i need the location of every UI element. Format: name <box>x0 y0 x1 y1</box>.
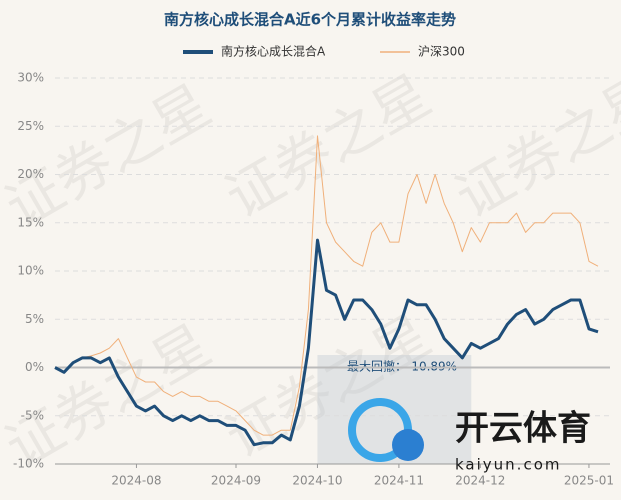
y-tick-label: -5% <box>21 408 44 422</box>
logo-url: kaiyun.com <box>455 456 561 474</box>
logo-text: 开云体育 <box>455 409 591 449</box>
x-tick-label: 2024-08 <box>111 474 161 488</box>
series-line <box>54 135 599 436</box>
x-tick-label: 2024-11 <box>374 474 424 488</box>
legend-label: 沪深300 <box>418 45 465 59</box>
y-tick-label: -10% <box>13 457 44 471</box>
y-tick-label: 15% <box>17 215 44 229</box>
y-tick-label: 0% <box>25 360 44 374</box>
x-tick-label: 2025-01 <box>564 474 614 488</box>
x-tick-label: 2024-09 <box>211 474 261 488</box>
y-tick-label: 20% <box>17 167 44 181</box>
y-tick-label: 10% <box>17 264 44 278</box>
chart-title: 南方核心成长混合A近6个月累计收益率走势 <box>164 11 456 29</box>
legend-label: 南方核心成长混合A <box>221 44 326 59</box>
logo-ball <box>392 429 424 461</box>
x-tick-label: 2024-12 <box>455 474 505 488</box>
drawdown-label: 最大回撤：-10.89% <box>347 359 457 374</box>
series-line <box>54 238 599 447</box>
x-tick-label: 2024-10 <box>292 474 342 488</box>
y-tick-label: 30% <box>17 71 44 85</box>
y-tick-label: 25% <box>17 119 44 133</box>
y-tick-label: 5% <box>25 312 44 326</box>
